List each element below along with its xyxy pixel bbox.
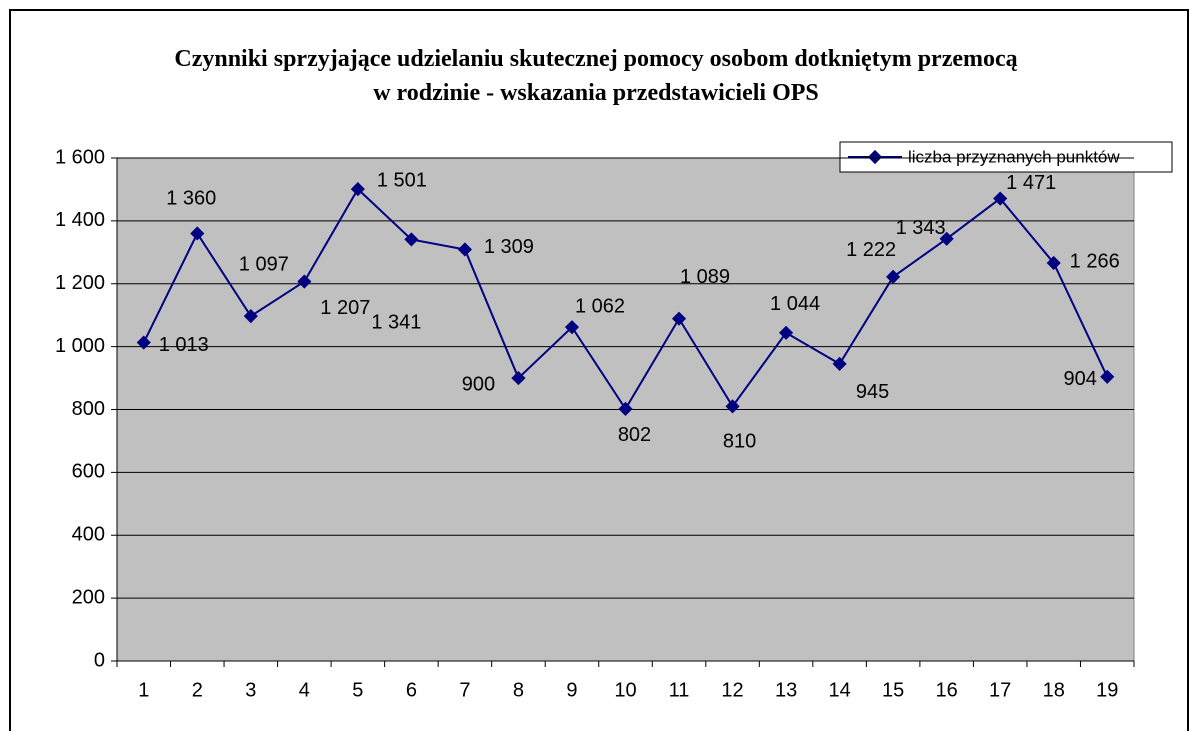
legend-label: liczba przyznanych punktów — [908, 147, 1120, 166]
legend: liczba przyznanych punktów — [839, 141, 1173, 173]
data-point — [939, 231, 954, 246]
data-point — [832, 356, 847, 371]
data-label: 1 341 — [371, 312, 421, 334]
data-label: 1 013 — [159, 334, 209, 356]
data-label: 802 — [618, 424, 651, 446]
data-point — [457, 242, 472, 257]
data-point — [1046, 255, 1061, 271]
y-tick-label: 1 000 — [55, 335, 105, 357]
x-tick-label: 14 — [828, 679, 850, 701]
data-label: 1 343 — [896, 217, 946, 239]
data-label: 1 044 — [770, 293, 820, 315]
data-label: 1 222 — [846, 239, 896, 261]
x-tick-label: 19 — [1096, 679, 1118, 701]
data-point — [243, 309, 258, 324]
x-tick-label: 6 — [406, 679, 417, 701]
data-point — [511, 370, 526, 386]
legend-marker — [867, 149, 883, 165]
data-point — [886, 269, 901, 284]
data-point — [190, 226, 205, 241]
x-tick-label: 12 — [721, 679, 743, 701]
data-point — [350, 182, 365, 197]
x-tick-label: 7 — [459, 679, 470, 701]
x-tick-label: 11 — [669, 679, 690, 701]
data-point — [1100, 369, 1115, 384]
data-point — [993, 191, 1008, 206]
y-tick-label: 800 — [72, 398, 105, 420]
data-label: 1 062 — [575, 295, 625, 317]
y-tick-label: 600 — [72, 461, 105, 483]
x-tick-label: 16 — [936, 679, 958, 701]
data-label: 1 309 — [484, 236, 534, 258]
data-label: 810 — [723, 431, 756, 453]
x-tick-label: 2 — [192, 679, 203, 701]
y-tick-label: 1 400 — [55, 209, 105, 231]
x-tick-label: 10 — [614, 679, 636, 701]
data-point — [671, 311, 687, 326]
data-label: 1 089 — [680, 266, 730, 288]
chart-title: Czynniki sprzyjające udzielaniu skuteczn… — [174, 46, 1018, 106]
x-tick-label: 15 — [882, 679, 904, 701]
data-label: 1 207 — [320, 297, 370, 319]
data-label: 945 — [856, 381, 889, 403]
data-point — [779, 325, 794, 340]
x-tick-label: 13 — [775, 679, 797, 701]
x-tick-label: 9 — [566, 679, 577, 701]
data-label: 904 — [1064, 368, 1097, 390]
y-tick-label: 1 200 — [55, 272, 105, 294]
y-tick-label: 1 600 — [55, 146, 105, 168]
x-tick-label: 17 — [989, 679, 1011, 701]
y-tick-label: 400 — [72, 524, 105, 546]
data-point — [725, 399, 740, 414]
data-label: 1 501 — [377, 169, 427, 191]
x-tick-label: 4 — [299, 679, 310, 701]
data-label: 900 — [462, 373, 495, 395]
data-label: 1 266 — [1070, 250, 1120, 272]
data-point — [564, 320, 580, 335]
data-point — [136, 335, 151, 350]
data-label: 1 097 — [239, 253, 289, 275]
data-point — [404, 232, 419, 247]
data-point — [297, 274, 312, 289]
data-label: 1 471 — [1006, 172, 1056, 194]
y-tick-label: 0 — [94, 649, 105, 671]
y-tick-label: 200 — [72, 586, 105, 608]
x-tick-label: 8 — [513, 679, 524, 701]
data-label: 1 360 — [166, 188, 216, 210]
x-tick-label: 5 — [352, 679, 363, 701]
x-tick-label: 1 — [138, 679, 149, 701]
x-tick-label: 18 — [1043, 679, 1065, 701]
data-point — [618, 401, 633, 416]
x-tick-label: 3 — [245, 679, 256, 701]
